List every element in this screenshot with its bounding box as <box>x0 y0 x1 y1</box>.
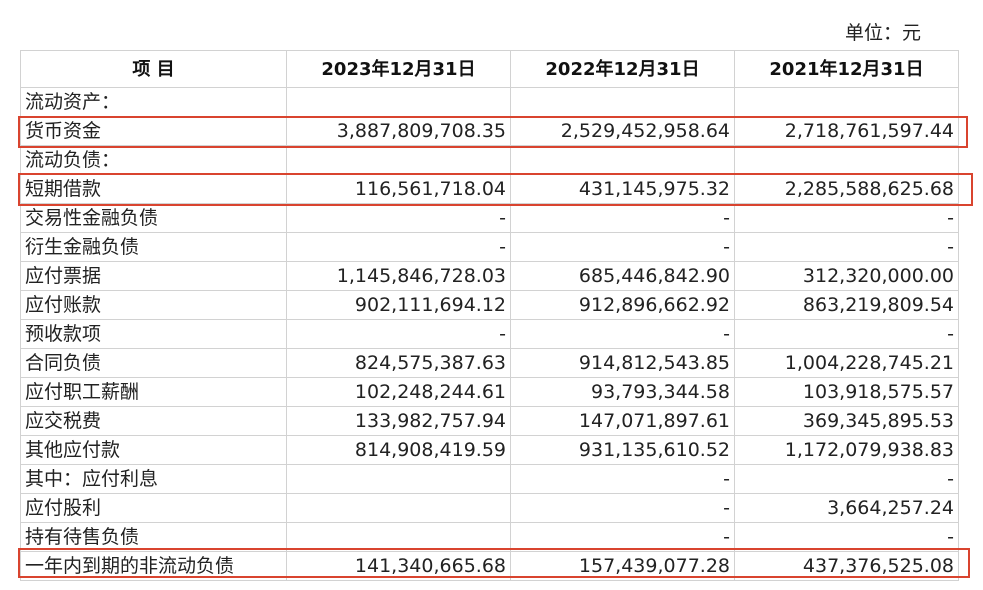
financial-table: 项 目 2023年12月31日 2022年12月31日 2021年12月31日 … <box>20 50 959 581</box>
row-item: 一年内到期的非流动负债 <box>20 551 287 581</box>
value-2023: 141,340,665.68 <box>286 551 511 581</box>
table-row: 应交税费 133,982,757.94 147,071,897.61 369,3… <box>20 406 959 436</box>
value-2021: 1,004,228,745.21 <box>734 348 959 378</box>
table-row: 流动资产： <box>20 87 959 117</box>
table-row: 短期借款 116,561,718.04 431,145,975.32 2,285… <box>20 174 959 204</box>
value-2021: 1,172,079,938.83 <box>734 435 959 465</box>
value-2022 <box>510 145 735 175</box>
value-2023 <box>286 522 511 552</box>
table-row: 持有待售负债 - - <box>20 522 959 552</box>
value-2021: - <box>734 522 959 552</box>
value-2022: 914,812,543.85 <box>510 348 735 378</box>
value-2022: 157,439,077.28 <box>510 551 735 581</box>
value-2023: 133,982,757.94 <box>286 406 511 436</box>
table-row: 流动负债： <box>20 145 959 175</box>
value-2022: 931,135,610.52 <box>510 435 735 465</box>
table-row: 交易性金融负债 - - - <box>20 203 959 233</box>
table-row: 应付职工薪酬 102,248,244.61 93,793,344.58 103,… <box>20 377 959 407</box>
value-2023: 1,145,846,728.03 <box>286 261 511 291</box>
value-2023 <box>286 464 511 494</box>
value-2022: 912,896,662.92 <box>510 290 735 320</box>
value-2023: 902,111,694.12 <box>286 290 511 320</box>
header-2023: 2023年12月31日 <box>286 50 511 88</box>
value-2021: 312,320,000.00 <box>734 261 959 291</box>
header-2021: 2021年12月31日 <box>734 50 959 88</box>
value-2021: 2,285,588,625.68 <box>734 174 959 204</box>
row-item: 应交税费 <box>20 406 287 436</box>
table-header-row: 项 目 2023年12月31日 2022年12月31日 2021年12月31日 <box>20 50 959 88</box>
header-2022: 2022年12月31日 <box>510 50 735 88</box>
value-2023: 3,887,809,708.35 <box>286 116 511 146</box>
value-2021: 437,376,525.08 <box>734 551 959 581</box>
row-item: 应付账款 <box>20 290 287 320</box>
table-row: 其中：应付利息 - - <box>20 464 959 494</box>
value-2023: - <box>286 232 511 262</box>
value-2021: 369,345,895.53 <box>734 406 959 436</box>
row-item: 预收款项 <box>20 319 287 349</box>
table-row: 应付账款 902,111,694.12 912,896,662.92 863,2… <box>20 290 959 320</box>
value-2023: - <box>286 203 511 233</box>
value-2022: 431,145,975.32 <box>510 174 735 204</box>
row-item: 交易性金融负债 <box>20 203 287 233</box>
value-2022: 685,446,842.90 <box>510 261 735 291</box>
value-2022: - <box>510 464 735 494</box>
table-row: 合同负债 824,575,387.63 914,812,543.85 1,004… <box>20 348 959 378</box>
table-row: 应付票据 1,145,846,728.03 685,446,842.90 312… <box>20 261 959 291</box>
value-2023 <box>286 87 511 117</box>
value-2022: - <box>510 522 735 552</box>
value-2022: 147,071,897.61 <box>510 406 735 436</box>
value-2022: 93,793,344.58 <box>510 377 735 407</box>
table-row: 货币资金 3,887,809,708.35 2,529,452,958.64 2… <box>20 116 959 146</box>
table-row: 一年内到期的非流动负债 141,340,665.68 157,439,077.2… <box>20 551 959 581</box>
row-item: 应付股利 <box>20 493 287 523</box>
value-2021: 3,664,257.24 <box>734 493 959 523</box>
value-2023: 824,575,387.63 <box>286 348 511 378</box>
row-item: 应付票据 <box>20 261 287 291</box>
row-item: 短期借款 <box>20 174 287 204</box>
header-item: 项 目 <box>20 50 287 88</box>
value-2021: 863,219,809.54 <box>734 290 959 320</box>
row-item: 合同负债 <box>20 348 287 378</box>
table-row: 其他应付款 814,908,419.59 931,135,610.52 1,17… <box>20 435 959 465</box>
value-2021 <box>734 87 959 117</box>
value-2022: - <box>510 203 735 233</box>
row-item: 货币资金 <box>20 116 287 146</box>
row-item: 应付职工薪酬 <box>20 377 287 407</box>
row-item: 其中：应付利息 <box>20 464 287 494</box>
value-2023 <box>286 145 511 175</box>
value-2022: - <box>510 319 735 349</box>
row-item: 衍生金融负债 <box>20 232 287 262</box>
value-2023: 102,248,244.61 <box>286 377 511 407</box>
value-2021: - <box>734 464 959 494</box>
value-2023: - <box>286 319 511 349</box>
table-row: 应付股利 - 3,664,257.24 <box>20 493 959 523</box>
row-item: 流动负债： <box>20 145 287 175</box>
value-2021: 2,718,761,597.44 <box>734 116 959 146</box>
value-2022: - <box>510 493 735 523</box>
table-row: 预收款项 - - - <box>20 319 959 349</box>
value-2022 <box>510 87 735 117</box>
row-item: 其他应付款 <box>20 435 287 465</box>
table-row: 衍生金融负债 - - - <box>20 232 959 262</box>
value-2022: - <box>510 232 735 262</box>
value-2023 <box>286 493 511 523</box>
value-2021: 103,918,575.57 <box>734 377 959 407</box>
row-item: 流动资产： <box>20 87 287 117</box>
value-2021: - <box>734 319 959 349</box>
value-2021 <box>734 145 959 175</box>
value-2023: 814,908,419.59 <box>286 435 511 465</box>
value-2023: 116,561,718.04 <box>286 174 511 204</box>
value-2021: - <box>734 203 959 233</box>
value-2021: - <box>734 232 959 262</box>
value-2022: 2,529,452,958.64 <box>510 116 735 146</box>
unit-label: 单位：元 <box>845 22 922 44</box>
row-item: 持有待售负债 <box>20 522 287 552</box>
